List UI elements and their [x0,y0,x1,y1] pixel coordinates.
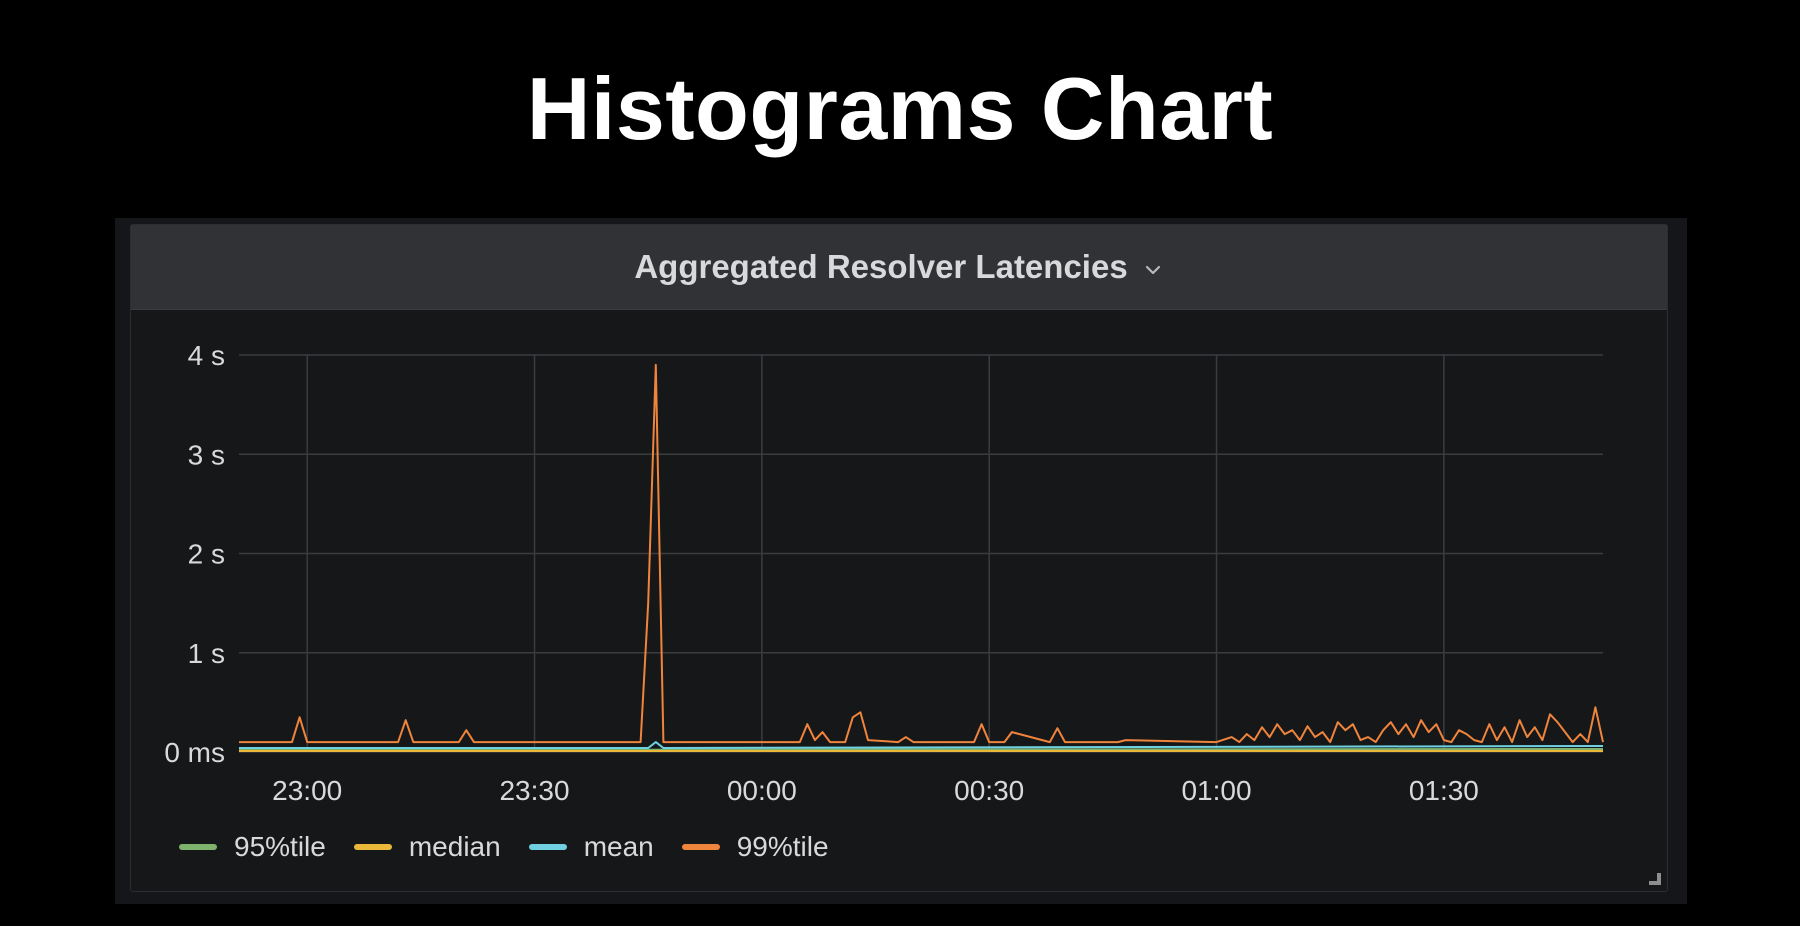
legend-label: median [408,831,501,862]
resize-corner-icon[interactable] [1649,873,1661,885]
chart-grid [239,354,1603,753]
x-axis: 23:00 23:30 00:00 00:30 01:00 01:30 [272,775,1479,806]
y-tick-label: 3 s [188,439,225,470]
y-tick-label: 4 s [188,340,225,371]
panel-header[interactable]: Aggregated Resolver Latencies [131,225,1667,310]
chevron-down-icon[interactable] [1142,259,1164,281]
x-tick-label: 23:00 [272,775,342,806]
latency-chart[interactable]: 0 ms 1 s 2 s 3 s 4 s 23:00 23:30 00:00 00:30 01:… [131,225,1667,825]
legend-swatch [353,844,392,850]
y-tick-label: 0 ms [164,737,225,768]
legend-item[interactable]: 95%tile [179,831,326,863]
legend-swatch [528,844,567,850]
graph-panel: Aggregated Resolver Latencies 0 ms 1 s 2 s… [130,224,1668,892]
legend-item[interactable]: 99%tile [681,831,829,863]
legend-swatch [179,844,217,850]
x-tick-label: 01:30 [1409,775,1479,806]
x-tick-label: 23:30 [499,775,569,806]
x-tick-label: 00:00 [727,775,797,806]
legend-item[interactable]: mean [528,831,654,863]
legend-label: 95%tile [234,831,326,862]
legend-label: 99%tile [736,831,829,862]
x-tick-label: 00:30 [954,775,1024,806]
y-tick-label: 1 s [188,638,225,669]
series-line-mean [239,741,1604,749]
chart-legend: 95%tile median mean 99%tile [179,831,829,863]
legend-label: mean [583,831,654,862]
y-axis: 0 ms 1 s 2 s 3 s 4 s [164,340,225,768]
legend-item[interactable]: median [353,831,501,863]
series-line-95-tile [238,748,1604,751]
slide-title: Histograms Chart [526,59,1274,158]
legend-swatch [681,844,720,850]
x-tick-label: 01:00 [1181,775,1251,806]
y-tick-label: 2 s [188,539,225,570]
chart-series [238,363,1604,752]
panel-title[interactable]: Aggregated Resolver Latencies [634,248,1128,285]
series-line-99-tile [239,363,1604,744]
